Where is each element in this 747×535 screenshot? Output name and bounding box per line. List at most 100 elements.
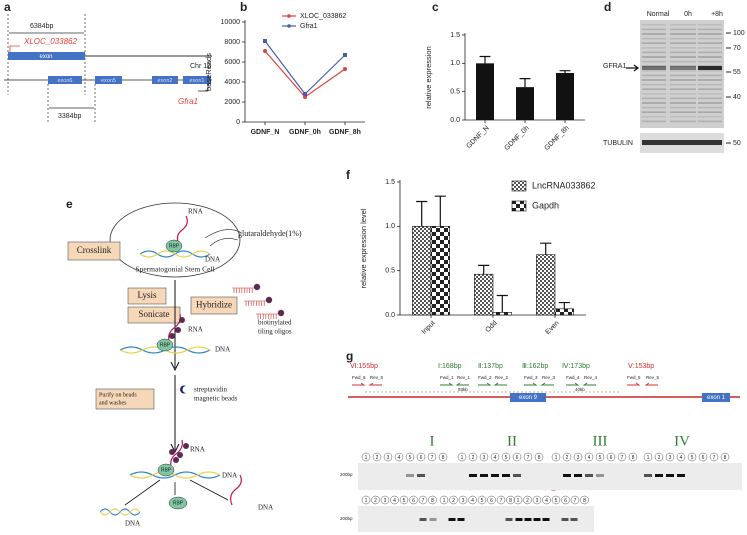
gel-band [677,474,685,477]
exon-label: exon 9 [519,395,538,401]
blot-band [642,42,666,44]
lane-label: 5 [555,498,558,504]
control-label: TUBULIN [603,140,633,147]
lane-circle [551,452,561,462]
lane-label: 2 [452,498,455,504]
biotin [265,296,273,304]
lane-circle [383,452,393,462]
lane-label: 4 [588,455,591,461]
bead-icon [180,385,186,394]
distance-label: 93kb [458,387,468,392]
lane-circle [468,495,477,505]
exon-label: exon6 [58,78,73,84]
blot-band [670,42,696,44]
blot-band [642,74,666,77]
legend-swatch [511,200,527,212]
blot-band [642,120,666,123]
x-tick-label: GDNF_0h [289,129,321,136]
bar [536,254,556,316]
lane-circle [720,452,730,462]
blot-band [642,28,666,31]
panel-label: e [66,197,73,211]
lane-label: 5 [409,455,412,461]
primer-label: Fwd_5 [627,375,641,380]
blot-band [642,83,666,86]
x-tick-label: Even [544,320,560,336]
error-bar [479,55,491,64]
blot-band [642,97,666,100]
step-label: and washes [99,400,127,406]
lane-label: 6 [516,455,519,461]
lane-label: 1 [365,455,368,461]
lane-circle [501,452,511,462]
lnc-arrow [9,45,20,52]
blot-band [670,106,696,109]
lane-label: 7 [621,455,624,461]
dna-label: DNA [258,504,273,512]
gene-exon [95,76,122,84]
biotin [169,333,175,339]
blot-band [698,33,722,35]
lane-label: 4 [680,455,683,461]
exon [702,393,730,402]
rbp-label: RBP [161,467,172,473]
lane-circle [390,495,399,505]
lane-label: 4 [471,498,474,504]
primer-arrow [478,382,492,386]
lane-circle [542,495,551,505]
lane-label: 7 [574,498,577,504]
gel [358,506,594,532]
point [263,39,267,43]
lane-label: 8 [583,498,586,504]
exon-label: exon2 [158,78,173,84]
distance-label: 40kb [575,387,585,392]
rna-label: RNA [188,208,203,216]
rbp [157,463,175,477]
exon-label: exon1 [190,78,205,84]
beads-label: magnetic beads [194,395,238,403]
primer-label: Rev_6 [370,375,384,380]
cell-label: Spermatogonial Stem Cell [135,265,214,274]
target-band [698,66,722,70]
y-tick-label: 0.5 [385,268,395,275]
point [343,67,347,71]
line [264,50,346,98]
gel-band [533,518,541,521]
marker-label: 70 [733,45,741,52]
bar [474,273,494,316]
rbp [165,239,183,253]
error-bar [478,264,490,275]
lane-circle [573,452,583,462]
lane-label: 5 [691,455,694,461]
bar [430,226,450,316]
gel-band [480,474,488,477]
point [343,53,347,57]
target-arrow [626,64,639,72]
dna-strand [99,508,141,516]
primer-arrow [644,382,658,386]
lane-circle [409,495,418,505]
blot-band [670,120,696,123]
amplicon-label: Ⅴ:153bp [628,363,654,370]
step-label: Lysis [137,290,157,300]
blot-band [698,83,722,86]
blot-band [698,93,722,95]
lane-label: 4 [545,498,548,504]
lane-circle [371,495,380,505]
lane-circle [477,495,487,505]
lane-circle [487,495,496,505]
lane-label: 4 [393,498,396,504]
x-tick-label: Odd [484,320,498,334]
gel-band [644,474,652,477]
gel-band [457,518,465,521]
y-tick-label: 2000 [224,99,240,106]
gel-band [513,474,521,477]
lane-label: 3 [387,455,390,461]
gene-exon [183,76,211,84]
error-bar [558,301,570,309]
blot-band [698,120,722,123]
lane-label: 3 [483,455,486,461]
tubulin-band [642,140,722,145]
error-bar [496,294,508,313]
primer-arrow [566,382,580,386]
